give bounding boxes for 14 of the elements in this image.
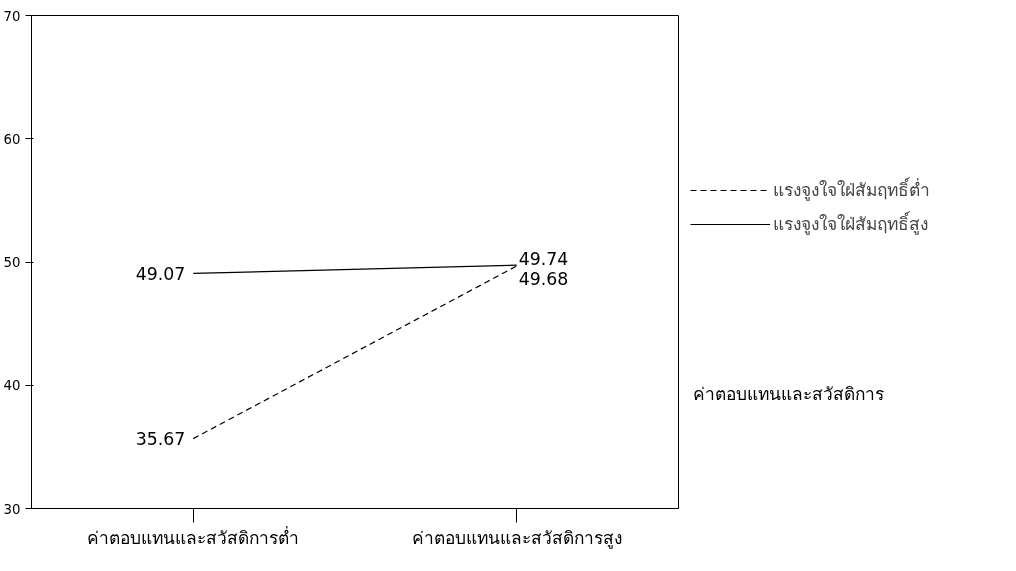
y-tick-label: 60 bbox=[3, 131, 21, 147]
legend-label: แรงจูงใจใฝ่สัมฤทธิ์ต่ำ bbox=[773, 176, 930, 203]
legend-label: แรงจูงใจใฝ่สัมฤทธิ์สูง bbox=[773, 210, 928, 237]
y-tick-label: 50 bbox=[3, 255, 21, 270]
data-label: 49.07 bbox=[135, 263, 186, 284]
data-label: 49.68 bbox=[518, 268, 569, 289]
data-label: 49.74 bbox=[518, 249, 569, 270]
x-axis-title: ค่าตอบแทนและสวัสดิการ bbox=[692, 383, 884, 404]
data-label: 35.67 bbox=[135, 429, 186, 450]
y-tick-label: 40 bbox=[3, 378, 21, 394]
x-tick-label: ค่าตอบแทนและสวัสดิการสูง bbox=[411, 527, 622, 549]
y-tick-label: 30 bbox=[3, 501, 21, 517]
x-tick-label: ค่าตอบแทนและสวัสดิการต่ำ bbox=[87, 525, 300, 548]
y-tick-label: 70 bbox=[3, 8, 21, 24]
